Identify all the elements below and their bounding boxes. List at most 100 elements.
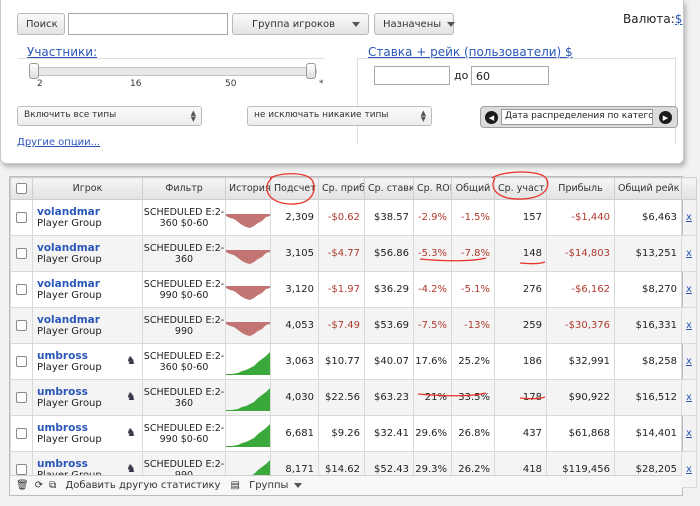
trash-icon[interactable]: 🗑 — [16, 480, 29, 491]
column-header[interactable]: Фильтр — [142, 177, 226, 200]
column-header[interactable]: Подсчет — [270, 177, 319, 200]
prev-arrow-icon[interactable]: ◀ — [485, 111, 498, 124]
player-cell: volandmar Player Group — [32, 235, 143, 272]
row-checkbox[interactable] — [16, 355, 27, 367]
avg-entrants-cell: 437 — [494, 415, 547, 452]
remove-cell: x — [681, 307, 697, 344]
avg-profit-cell: -$4.77 — [318, 235, 365, 272]
row-select-cell — [10, 343, 33, 380]
column-header[interactable]: Игрок — [32, 177, 143, 200]
currency-selector: Валюта:$ — [623, 12, 682, 26]
select-all-checkbox[interactable] — [16, 183, 27, 194]
column-header[interactable]: Ср. ROI — [413, 177, 452, 200]
row-checkbox[interactable] — [16, 427, 27, 439]
other-options-link[interactable]: Другие опции... — [17, 137, 101, 148]
avg-roi-cell: -5.3% — [413, 235, 452, 272]
row-checkbox[interactable] — [16, 211, 27, 223]
avg-stake-cell: $53.69 — [364, 307, 414, 344]
history-cell — [225, 343, 271, 380]
count-cell: 3,105 — [270, 235, 319, 272]
remove-row-link[interactable]: x — [686, 392, 692, 403]
remove-row-link[interactable]: x — [686, 356, 692, 367]
total-rake-cell: $6,463 — [614, 199, 682, 236]
remove-cell: x — [681, 235, 697, 272]
stake-to-input[interactable]: 60 — [471, 66, 549, 85]
player-avatar-icon: ♞ — [126, 462, 136, 475]
include-types-value: Включить все типы — [24, 110, 117, 120]
column-header[interactable]: Общий — [451, 177, 495, 200]
profit-cell: -$14,803 — [546, 235, 615, 272]
player-avatar-icon: ♞ — [126, 354, 136, 367]
player-cell: volandmar Player Group — [32, 271, 143, 308]
row-checkbox[interactable] — [16, 391, 27, 403]
table-row[interactable]: volandmar Player Group SCHEDULED E:2-360 $… — [10, 199, 697, 236]
column-header[interactable]: Общий рейк — [614, 177, 682, 200]
stake-link[interactable]: Ставка + рейк (пользователи) $ — [368, 45, 573, 59]
row-checkbox[interactable] — [16, 463, 27, 475]
column-header[interactable] — [10, 177, 33, 200]
count-cell: 6,681 — [270, 415, 319, 452]
table-row[interactable]: umbross Player Group ♞ SCHEDULED E:2-360 4,0… — [10, 379, 697, 416]
player-name-link[interactable]: volandmar — [37, 278, 100, 290]
groups-button[interactable]: ▤ Группы — [230, 480, 302, 491]
row-checkbox[interactable] — [16, 283, 27, 295]
row-checkbox[interactable] — [16, 247, 27, 259]
table-row[interactable]: volandmar Player Group SCHEDULED E:2-360 3,… — [10, 235, 697, 272]
player-name-link[interactable]: umbross — [37, 422, 88, 434]
player-group-dropdown[interactable]: Группа игроков — [232, 13, 369, 35]
currency-link[interactable]: $ — [674, 12, 683, 26]
player-name-link[interactable]: volandmar — [37, 242, 100, 254]
filter-cell: SCHEDULED E:2-990 $0-60 — [142, 415, 226, 452]
chevron-down-icon — [293, 483, 302, 488]
avg-profit-cell: $9.26 — [318, 415, 365, 452]
table-row[interactable]: umbross Player Group ♞ SCHEDULED E:2-360 $0… — [10, 343, 697, 380]
remove-row-link[interactable]: x — [686, 248, 692, 259]
slider-handle-min[interactable] — [29, 63, 39, 79]
participants-slider[interactable] — [34, 67, 317, 76]
column-header[interactable] — [681, 177, 697, 200]
remove-row-link[interactable]: x — [686, 284, 692, 295]
row-checkbox[interactable] — [16, 319, 27, 331]
exclude-types-select[interactable]: не исключать никакие типы ▲ ▼ — [247, 106, 432, 126]
next-arrow-icon[interactable]: ▶ — [659, 111, 672, 124]
remove-row-link[interactable]: x — [686, 464, 692, 475]
avg-stake-cell: $36.29 — [364, 271, 414, 308]
avg-entrants-cell: 178 — [494, 379, 547, 416]
remove-row-link[interactable]: x — [686, 428, 692, 439]
column-header[interactable]: Ср. приб — [318, 177, 365, 200]
remove-row-link[interactable]: x — [686, 320, 692, 331]
participants-link[interactable]: Участники: — [27, 45, 98, 59]
profit-cell: -$30,376 — [546, 307, 615, 344]
filter-cell: SCHEDULED E:2-360 — [142, 379, 226, 416]
include-types-select[interactable]: Включить все типы ▲ ▼ — [17, 106, 202, 126]
history-sparkline-up — [226, 424, 270, 447]
avg-roi-cell: 21% — [413, 379, 452, 416]
player-name-link[interactable]: umbross — [37, 350, 88, 362]
table-row[interactable]: umbross Player Group ♞ SCHEDULED E:2-990 $0… — [10, 415, 697, 452]
refresh-icon[interactable]: ⟳ — [34, 480, 44, 491]
avg-roi-cell: 17.6% — [413, 343, 452, 380]
table-row[interactable]: volandmar Player Group SCHEDULED E:2-990 $… — [10, 271, 697, 308]
table-row[interactable]: volandmar Player Group SCHEDULED E:2-990 4,… — [10, 307, 697, 344]
sort-field[interactable]: Дата распределения по категориям — [501, 109, 653, 125]
column-header[interactable]: История — [225, 177, 271, 200]
stake-from-input[interactable] — [374, 66, 450, 85]
player-name-link[interactable]: volandmar — [37, 206, 100, 218]
column-header[interactable]: Ср. участ — [494, 177, 547, 200]
search-button[interactable]: Поиск — [17, 13, 65, 35]
assigned-dropdown[interactable]: Назначены — [374, 13, 456, 35]
player-name-link[interactable]: umbross — [37, 458, 88, 470]
add-stats-button[interactable]: ⧉ Добавить другую статистику — [49, 480, 221, 491]
total-roi-cell: -13% — [451, 307, 495, 344]
column-header[interactable]: Ср. ставка — [364, 177, 414, 200]
column-header[interactable]: Прибыль — [546, 177, 615, 200]
avg-entrants-cell: 186 — [494, 343, 547, 380]
search-input[interactable] — [68, 13, 228, 35]
player-name-link[interactable]: volandmar — [37, 314, 100, 326]
avg-roi-cell: -7.5% — [413, 307, 452, 344]
player-name-link[interactable]: umbross — [37, 386, 88, 398]
slider-handle-max[interactable] — [306, 63, 317, 79]
remove-row-link[interactable]: x — [686, 212, 692, 223]
filter-cell: SCHEDULED E:2-360 — [142, 235, 226, 272]
